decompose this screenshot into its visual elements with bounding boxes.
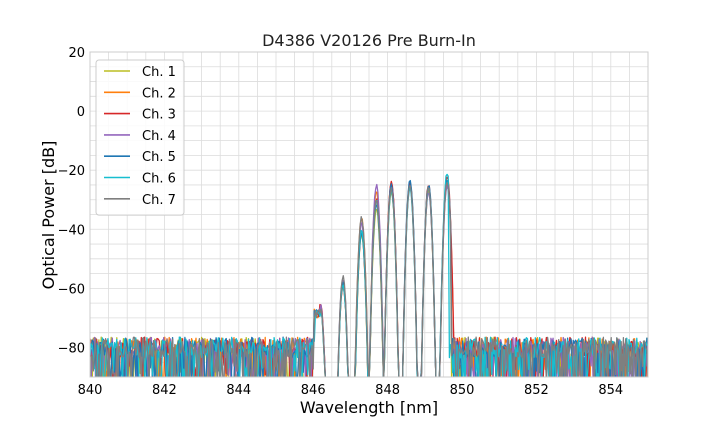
y-axis-ticks: 20 0 −20 −40 −60 −80 xyxy=(58,46,85,356)
legend-label: Ch. 2 xyxy=(142,86,176,101)
series-lines xyxy=(90,173,648,377)
x-tick-label: 846 xyxy=(301,383,326,398)
y-axis-label: Optical Power [dB] xyxy=(39,141,58,290)
series-line-ch-6 xyxy=(90,173,648,377)
series-line-ch-7 xyxy=(90,181,648,377)
x-tick-label: 844 xyxy=(226,383,251,398)
x-tick-label: 854 xyxy=(598,383,623,398)
plot-frame xyxy=(89,51,649,378)
x-axis-ticks: 840 842 844 846 848 850 852 854 xyxy=(78,383,624,398)
chart-title: D4386 V20126 Pre Burn-In xyxy=(262,31,476,50)
legend-label: Ch. 4 xyxy=(142,129,176,144)
legend-label: Ch. 5 xyxy=(142,150,176,165)
x-tick-label: 840 xyxy=(78,383,103,398)
y-tick-label: −80 xyxy=(58,341,85,356)
x-axis-label: Wavelength [nm] xyxy=(300,398,438,417)
legend-label: Ch. 3 xyxy=(142,108,176,123)
legend-label: Ch. 6 xyxy=(142,172,176,187)
x-tick-label: 842 xyxy=(152,383,177,398)
legend-box xyxy=(95,59,185,216)
legend: Ch. 1 Ch. 2 Ch. 3 Ch. 4 Ch. 5 Ch. 6 Ch. 7 xyxy=(95,59,185,216)
y-tick-label: 20 xyxy=(68,46,85,61)
legend-label: Ch. 1 xyxy=(142,65,176,80)
y-tick-label: 0 xyxy=(77,105,85,120)
y-tick-label: −60 xyxy=(58,282,85,297)
x-tick-label: 852 xyxy=(524,383,549,398)
x-tick-label: 850 xyxy=(450,383,475,398)
x-tick-label: 848 xyxy=(375,383,400,398)
y-tick-label: −40 xyxy=(58,223,85,238)
y-tick-label: −20 xyxy=(58,164,85,179)
legend-label: Ch. 7 xyxy=(142,193,176,208)
